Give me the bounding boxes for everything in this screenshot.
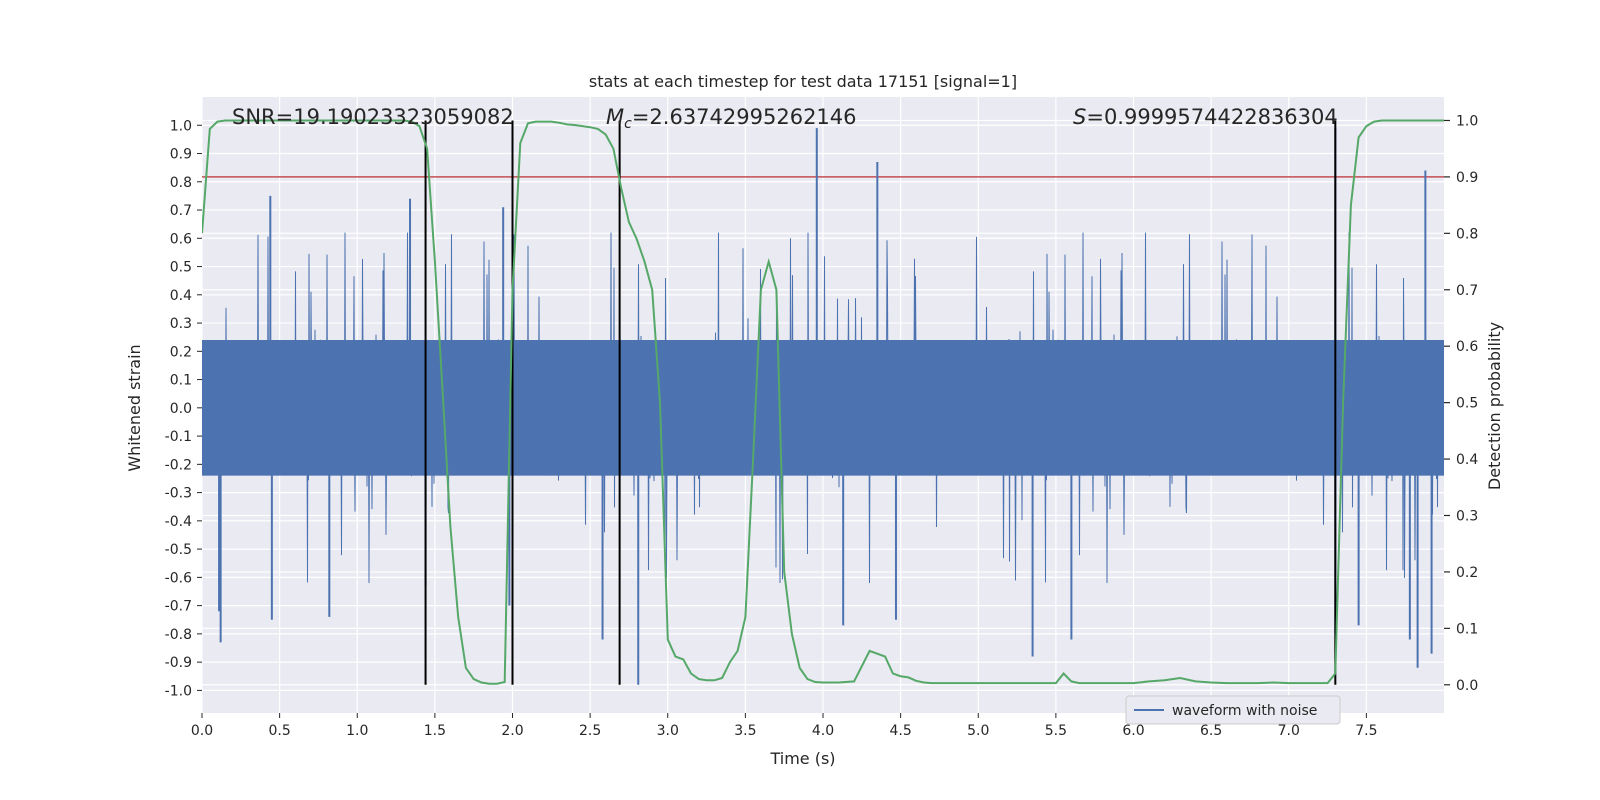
y2-ticks: 1.0 0.9 0.8 0.7 0.6 0.5 0.4 0.3 0.2 0.1 0.0 [1444,113,1478,694]
y-tick-label: 0.6 [170,231,192,247]
y-tick-label: 0.4 [170,288,192,304]
x-tick-label: 5.0 [967,723,989,739]
x-tick-label: 6.5 [1200,723,1222,739]
y2-tick-label: 0.3 [1456,508,1478,524]
y-axis-label: Whitened strain [125,344,144,471]
y2-axis-label: Detection probability [1485,322,1504,490]
chirp-mass-value: =2.63742995262146 [632,105,857,129]
legend-label-waveform: waveform with noise [1172,703,1317,719]
y-tick-label: -0.4 [165,514,192,530]
x-tick-label: 5.5 [1045,723,1067,739]
x-tick-label: 4.5 [889,723,911,739]
probability-line [202,119,1444,685]
waveform-series [202,128,1444,685]
x-tick-label: 1.5 [424,723,446,739]
legend-box [1125,695,1341,725]
y2-tick-label: 0.9 [1456,170,1478,186]
y-tick-label: 0.7 [170,203,192,219]
legend: waveform with noise [1125,695,1341,725]
statistic-annotation: S=0.9999574422836304 [1073,105,1338,129]
y-tick-label: 0.3 [170,316,192,332]
y2-tick-label: 0.2 [1456,565,1478,581]
y-ticks: 1.0 0.9 0.8 0.7 0.6 0.5 0.4 0.3 0.2 0.1 0.0 -0.1 -0.… [165,118,202,699]
y2-tick-label: 0.7 [1456,283,1478,299]
x-tick-label: 4.0 [812,723,834,739]
y-tick-label: -0.9 [165,655,192,671]
y-tick-label: 0.1 [170,373,192,389]
y2-tick-label: 0.0 [1456,678,1478,694]
y-tick-label: 0.9 [170,147,192,163]
chirp-mass-symbol: M [606,105,624,129]
y-tick-label: 0.0 [170,401,192,417]
chart-title: stats at each timestep for test data 171… [589,72,1017,91]
statistic-value: =0.9999574422836304 [1086,105,1337,129]
y2-tick-label: 0.5 [1456,396,1478,412]
y-tick-label: 0.8 [170,175,192,191]
x-tick-label: 0.0 [191,723,213,739]
x-tick-label: 1.0 [346,723,368,739]
x-tick-label: 2.0 [501,723,523,739]
x-axis-label: Time (s) [769,749,835,768]
y-tick-label: -0.2 [165,457,192,473]
chirp-mass-subscript: c [624,116,632,132]
y2-tick-label: 1.0 [1456,113,1478,129]
y2-tick-label: 0.1 [1456,621,1478,637]
x-tick-label: 3.0 [657,723,679,739]
y-tick-label: -0.3 [165,486,192,502]
y-tick-label: -0.1 [165,429,192,445]
chirp-mass-annotation: Mc=2.63742995262146 [606,105,857,132]
x-tick-label: 2.5 [579,723,601,739]
y-tick-label: 1.0 [170,118,192,134]
x-tick-label: 7.5 [1355,723,1377,739]
snr-annotation: SNR=19.19023323059082 [232,105,514,129]
probability-series [202,119,1444,685]
y-tick-label: -0.5 [165,542,192,558]
y2-tick-label: 0.4 [1456,452,1478,468]
y-tick-label: -1.0 [165,683,192,699]
x-tick-label: 3.5 [734,723,756,739]
vertical-lines [424,120,1337,685]
y-tick-label: 0.2 [170,344,192,360]
x-tick-label: 0.5 [268,723,290,739]
waveform-core [202,340,1444,476]
y-tick-label: -0.7 [165,599,192,615]
y-tick-label: 0.5 [170,260,192,276]
y-tick-label: -0.6 [165,570,192,586]
statistic-symbol: S [1073,105,1086,129]
x-tick-label: 6.0 [1122,723,1144,739]
y-tick-label: -0.8 [165,627,192,643]
x-tick-label: 7.0 [1278,723,1300,739]
y2-tick-label: 0.6 [1456,339,1478,355]
y2-tick-label: 0.8 [1456,226,1478,242]
